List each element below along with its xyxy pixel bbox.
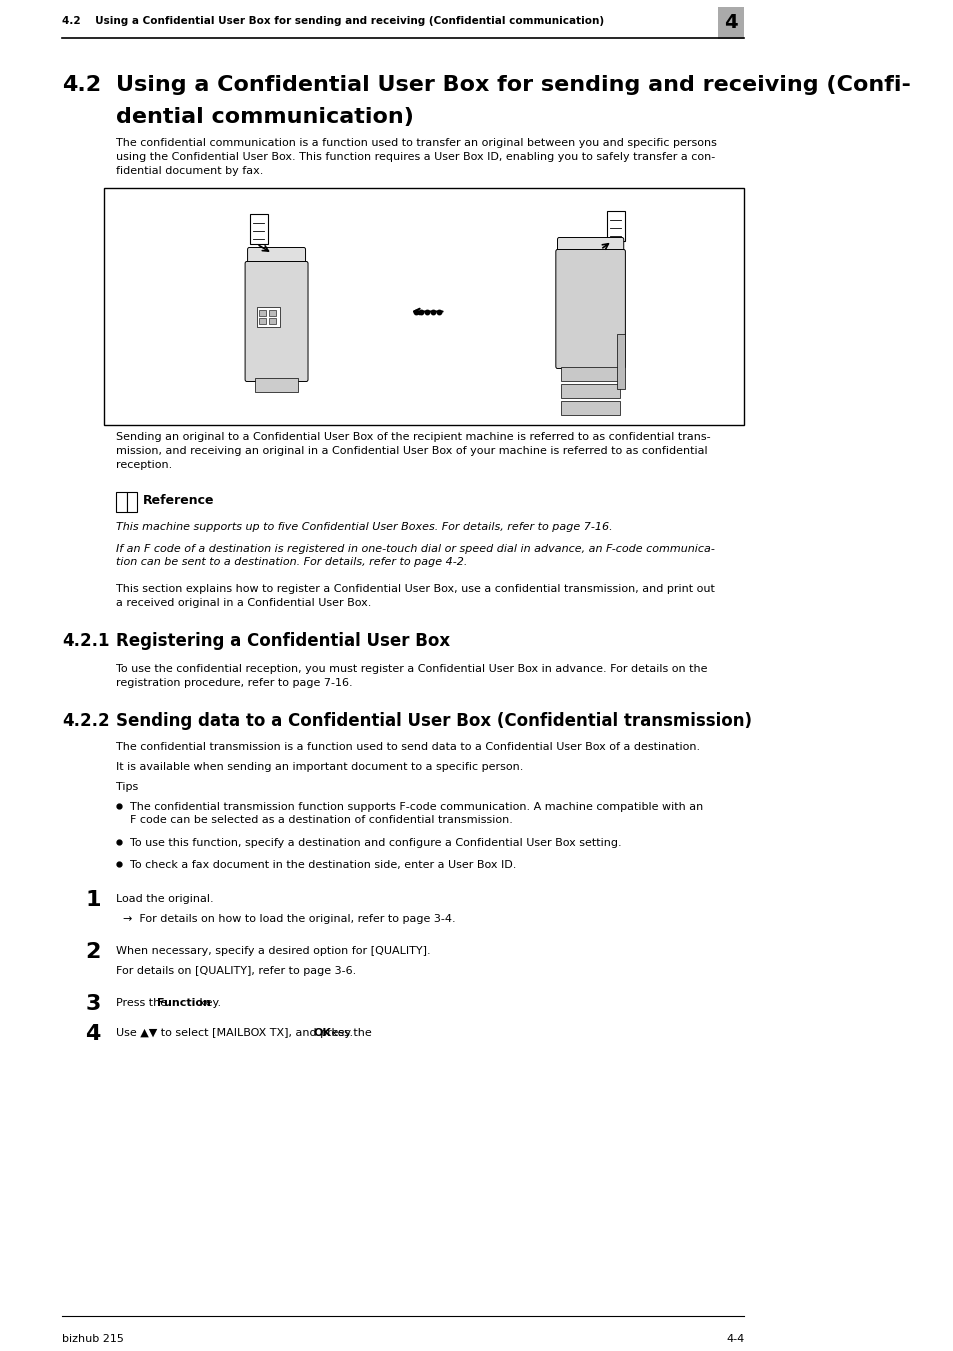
Text: Using a Confidential User Box for sending and receiving (Confi-: Using a Confidential User Box for sendin… xyxy=(116,76,910,95)
Bar xyxy=(560,400,619,415)
Bar xyxy=(718,7,743,38)
Text: Load the original.: Load the original. xyxy=(116,894,213,904)
Text: Press the: Press the xyxy=(116,998,171,1008)
Text: 1: 1 xyxy=(85,890,101,911)
Text: The confidential communication is a function used to transfer an original betwee: The confidential communication is a func… xyxy=(116,138,716,176)
Bar xyxy=(254,377,297,392)
Text: If an F code of a destination is registered in one-touch dial or speed dial in a: If an F code of a destination is registe… xyxy=(116,544,714,567)
Text: 4.2.1: 4.2.1 xyxy=(62,632,110,650)
Text: When necessary, specify a desired option for [QUALITY].: When necessary, specify a desired option… xyxy=(116,946,430,957)
Text: Use ▲▼ to select [MAILBOX TX], and press the: Use ▲▼ to select [MAILBOX TX], and press… xyxy=(116,1028,375,1038)
Bar xyxy=(560,384,619,397)
Text: The confidential transmission function supports F-code communication. A machine : The confidential transmission function s… xyxy=(130,802,702,825)
Text: 3: 3 xyxy=(85,994,101,1015)
Bar xyxy=(127,492,137,512)
Text: To use this function, specify a destination and configure a Confidential User Bo: To use this function, specify a destinat… xyxy=(130,838,621,848)
Text: →  For details on how to load the original, refer to page 3-4.: → For details on how to load the origina… xyxy=(122,915,455,924)
Text: To use the confidential reception, you must register a Confidential User Box in : To use the confidential reception, you m… xyxy=(116,663,707,688)
Bar xyxy=(617,334,624,389)
Text: dential communication): dential communication) xyxy=(116,107,414,127)
Text: Function: Function xyxy=(157,998,211,1008)
Text: OK: OK xyxy=(313,1028,331,1038)
Text: Registering a Confidential User Box: Registering a Confidential User Box xyxy=(116,632,450,650)
Text: Sending an original to a Confidential User Box of the recipient machine is refer: Sending an original to a Confidential Us… xyxy=(116,432,710,470)
Text: 4: 4 xyxy=(723,14,738,32)
Text: 4-4: 4-4 xyxy=(725,1333,743,1344)
Text: 4.2    Using a Confidential User Box for sending and receiving (Confidential com: 4.2 Using a Confidential User Box for se… xyxy=(62,16,603,26)
Bar xyxy=(269,317,275,323)
Text: key.: key. xyxy=(328,1028,353,1038)
Bar xyxy=(250,213,268,245)
Text: 4: 4 xyxy=(85,1024,101,1044)
Bar xyxy=(269,309,275,316)
Bar xyxy=(606,211,625,240)
Text: It is available when sending an important document to a specific person.: It is available when sending an importan… xyxy=(116,762,523,771)
Text: Sending data to a Confidential User Box (Confidential transmission): Sending data to a Confidential User Box … xyxy=(116,712,751,730)
Text: Reference: Reference xyxy=(142,494,213,508)
Text: 4.2.2: 4.2.2 xyxy=(62,712,110,730)
FancyBboxPatch shape xyxy=(248,247,305,267)
Text: To check a fax document in the destination side, enter a User Box ID.: To check a fax document in the destinati… xyxy=(130,861,516,870)
Text: 4.2: 4.2 xyxy=(62,76,101,95)
Text: key.: key. xyxy=(196,998,221,1008)
Bar xyxy=(560,366,619,381)
Text: 2: 2 xyxy=(85,942,101,962)
Bar xyxy=(116,492,127,512)
Text: The confidential transmission is a function used to send data to a Confidential : The confidential transmission is a funct… xyxy=(116,742,700,753)
Text: This section explains how to register a Confidential User Box, use a confidentia: This section explains how to register a … xyxy=(116,584,714,608)
FancyBboxPatch shape xyxy=(557,238,623,255)
Text: Tips: Tips xyxy=(116,782,138,792)
Text: For details on [QUALITY], refer to page 3-6.: For details on [QUALITY], refer to page … xyxy=(116,966,355,975)
FancyBboxPatch shape xyxy=(245,262,308,381)
Bar xyxy=(259,309,266,316)
Bar xyxy=(256,307,279,327)
Text: This machine supports up to five Confidential User Boxes. For details, refer to : This machine supports up to five Confide… xyxy=(116,521,612,532)
Text: bizhub 215: bizhub 215 xyxy=(62,1333,124,1344)
Bar xyxy=(259,317,266,323)
Bar xyxy=(103,188,743,426)
FancyBboxPatch shape xyxy=(556,250,625,369)
